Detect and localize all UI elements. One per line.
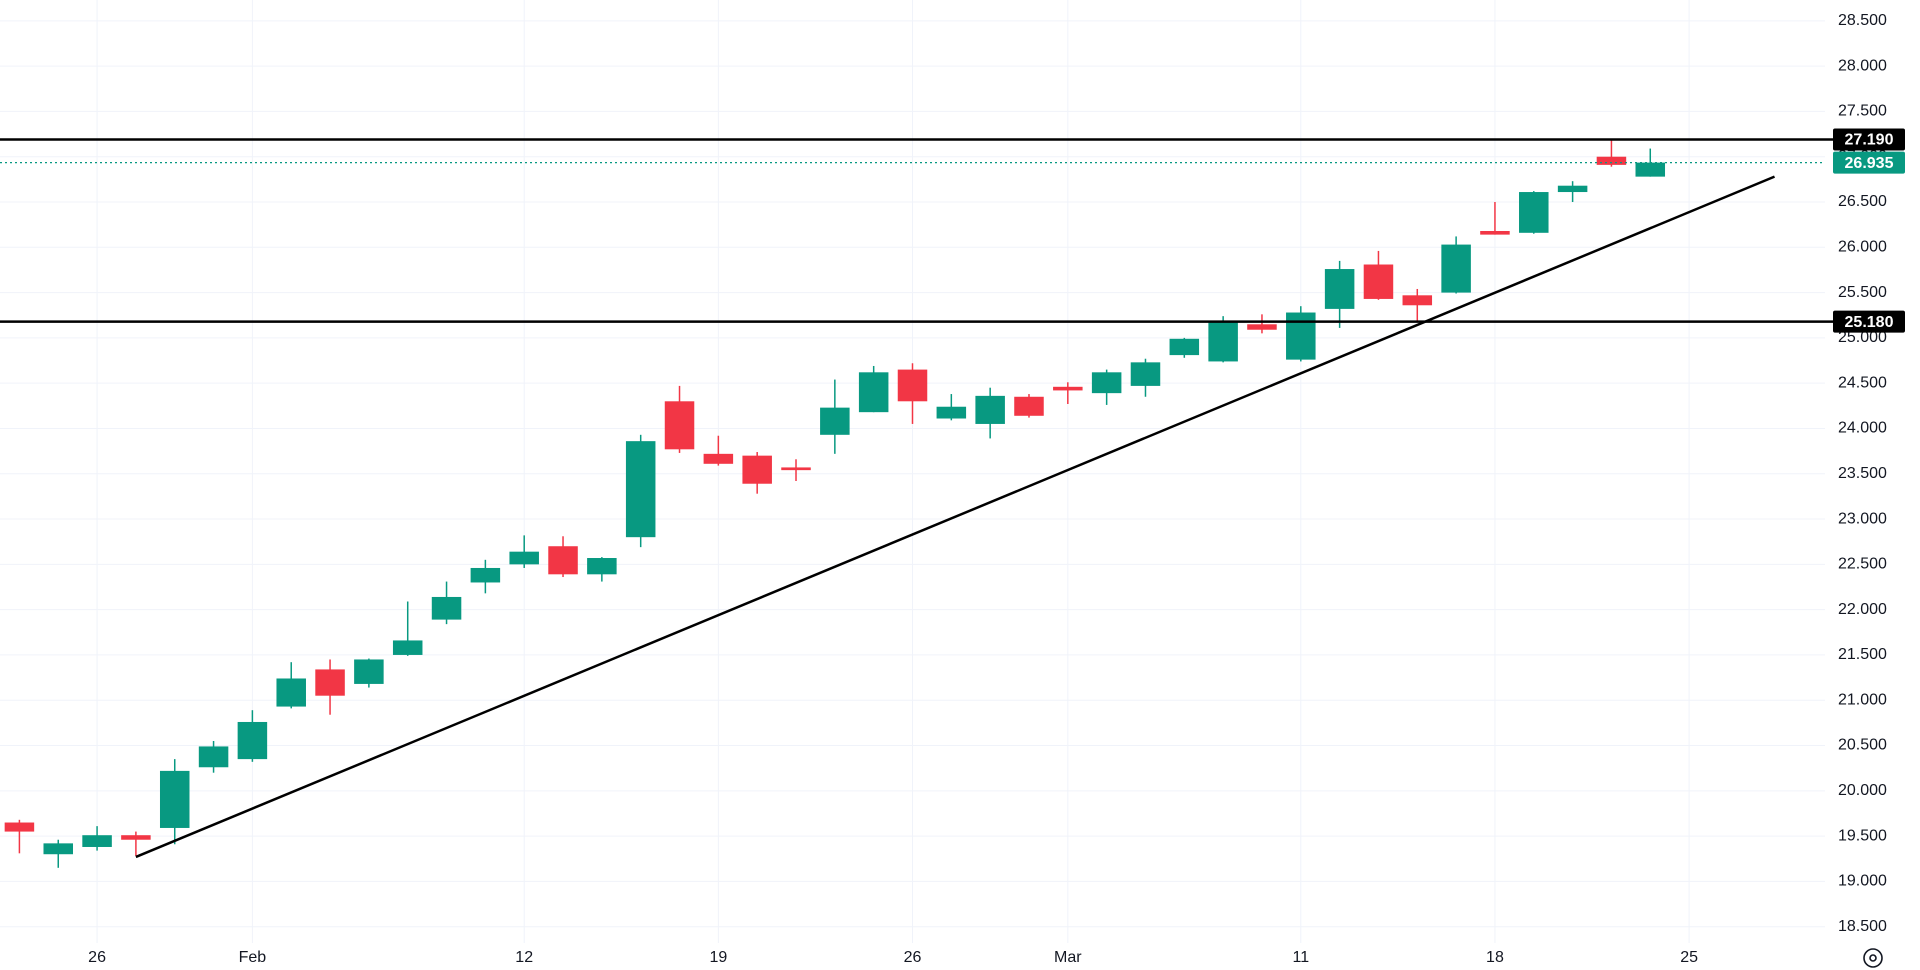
price-label-box bbox=[1833, 128, 1905, 151]
x-tick-label: 12 bbox=[515, 949, 533, 966]
candle-body bbox=[1091, 372, 1122, 394]
y-tick-label: 21.500 bbox=[1838, 646, 1887, 663]
x-tick-label: 19 bbox=[709, 949, 727, 966]
candle-body bbox=[1480, 230, 1510, 235]
x-tick-label: 26 bbox=[904, 949, 922, 966]
candle-body bbox=[1169, 338, 1200, 356]
candle-body bbox=[198, 746, 229, 768]
candle-body bbox=[354, 659, 384, 684]
x-tick-label: Mar bbox=[1054, 949, 1082, 966]
y-tick-label: 22.000 bbox=[1838, 601, 1887, 618]
y-tick-label: 20.500 bbox=[1838, 737, 1887, 754]
y-tick-label: 26.000 bbox=[1838, 239, 1887, 256]
candle-body bbox=[121, 835, 151, 840]
price-label: 27.190 bbox=[1845, 132, 1894, 149]
candle-body bbox=[742, 455, 772, 484]
candle-body bbox=[781, 467, 811, 471]
candle-body bbox=[315, 669, 345, 696]
candle-body bbox=[1053, 386, 1083, 391]
y-tick-label: 18.500 bbox=[1838, 918, 1887, 935]
chart-settings-icon[interactable] bbox=[1863, 948, 1883, 968]
candle-body bbox=[1363, 264, 1394, 299]
candle-body bbox=[1557, 185, 1588, 193]
candle-body bbox=[858, 372, 889, 413]
candle-body bbox=[470, 567, 501, 583]
y-tick-label: 19.500 bbox=[1838, 827, 1887, 844]
candle-body bbox=[4, 822, 35, 832]
price-label-box bbox=[1833, 151, 1905, 174]
price-label: 26.935 bbox=[1845, 155, 1894, 172]
candle-body bbox=[1247, 324, 1277, 330]
candle-body bbox=[431, 596, 462, 620]
y-tick-label: 28.500 bbox=[1838, 12, 1887, 29]
candle-body bbox=[43, 843, 73, 855]
candle-body bbox=[548, 546, 578, 575]
y-tick-label: 23.000 bbox=[1838, 510, 1887, 527]
x-tick-label: 11 bbox=[1292, 949, 1309, 966]
candle-body bbox=[82, 835, 112, 847]
candle-body bbox=[1208, 321, 1238, 362]
x-tick-label: 18 bbox=[1486, 949, 1504, 966]
y-tick-label: 24.000 bbox=[1838, 420, 1887, 437]
y-tick-label: 25.000 bbox=[1838, 329, 1887, 346]
candle-body bbox=[392, 640, 423, 655]
y-tick-label: 19.000 bbox=[1838, 873, 1887, 890]
candle-body bbox=[897, 369, 928, 402]
candle-body bbox=[820, 407, 850, 435]
candle-body bbox=[703, 453, 734, 464]
candle-body bbox=[1130, 362, 1161, 386]
candle-body bbox=[1596, 156, 1627, 165]
candle-body bbox=[587, 558, 617, 575]
candle-body bbox=[1286, 312, 1316, 360]
candle-body bbox=[625, 441, 656, 538]
price-label: 25.180 bbox=[1845, 314, 1894, 331]
candle-body bbox=[1402, 295, 1433, 306]
y-tick-label: 28.000 bbox=[1838, 57, 1887, 74]
candle-body bbox=[509, 551, 539, 565]
y-tick-label: 23.500 bbox=[1838, 465, 1887, 482]
y-tick-label: 20.000 bbox=[1838, 782, 1887, 799]
x-tick-label: 25 bbox=[1680, 949, 1698, 966]
candle-body bbox=[1324, 269, 1355, 309]
candle-body bbox=[1635, 162, 1666, 177]
x-tick-label: 26 bbox=[88, 949, 106, 966]
candle-body bbox=[1441, 244, 1471, 293]
trendline bbox=[135, 175, 1776, 859]
y-tick-label: 25.500 bbox=[1838, 284, 1887, 301]
price-label-box bbox=[1833, 310, 1905, 333]
icon-ring bbox=[1863, 948, 1883, 968]
icon-dot bbox=[1869, 954, 1877, 962]
x-tick-label: Feb bbox=[239, 949, 267, 966]
y-tick-label: 22.500 bbox=[1838, 556, 1887, 573]
y-tick-label: 26.500 bbox=[1838, 193, 1887, 210]
candle-body bbox=[664, 401, 695, 450]
y-tick-label: 21.000 bbox=[1838, 691, 1887, 708]
candle-body bbox=[1519, 192, 1549, 233]
candle-body bbox=[276, 678, 306, 707]
candle-body bbox=[237, 721, 268, 760]
y-tick-label: 27.500 bbox=[1838, 103, 1887, 120]
candle-body bbox=[1014, 396, 1044, 416]
candle-body bbox=[975, 395, 1005, 424]
candle-body bbox=[159, 770, 190, 828]
candle-body bbox=[936, 406, 967, 419]
y-tick-label: 24.500 bbox=[1838, 374, 1887, 391]
